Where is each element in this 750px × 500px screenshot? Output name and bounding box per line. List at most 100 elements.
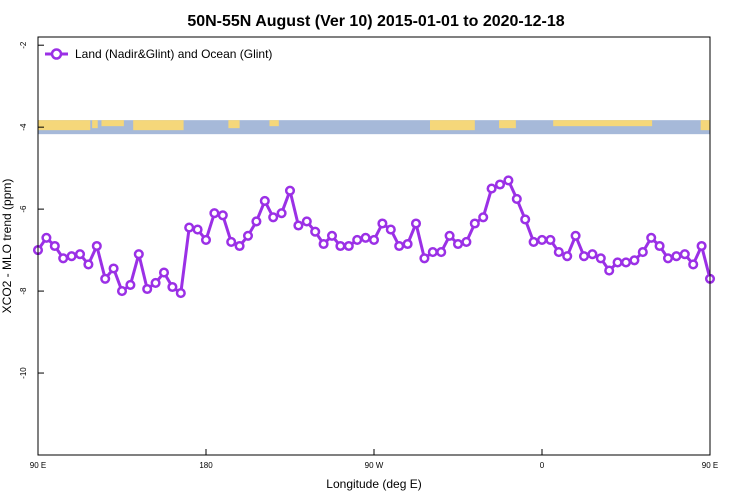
strip-land-1 (92, 120, 98, 129)
data-point-48 (436, 247, 447, 258)
data-point-51 (461, 236, 472, 247)
data-point-9 (108, 263, 119, 274)
plot-frame (37, 36, 711, 456)
data-point-71 (629, 255, 640, 266)
data-point-24 (234, 240, 245, 252)
data-point-30 (284, 185, 296, 196)
data-point-47 (427, 247, 438, 258)
data-point-52 (469, 218, 480, 229)
data-point-64 (570, 230, 581, 241)
data-point-72 (637, 247, 648, 258)
data-point-60 (536, 234, 548, 245)
strip-land-5 (269, 120, 279, 127)
data-point-25 (242, 230, 254, 241)
legend-marker (50, 48, 63, 60)
data-point-32 (301, 216, 312, 227)
data-point-4 (66, 251, 77, 262)
data-point-55 (494, 179, 506, 190)
data-point-20 (200, 234, 212, 245)
data-point-73 (646, 232, 657, 243)
y-tick-label-1: -4 (19, 123, 28, 131)
data-point-68 (604, 265, 615, 276)
data-point-40 (368, 234, 380, 245)
data-point-54 (486, 183, 497, 194)
strip-land-6 (430, 120, 475, 131)
data-point-42 (385, 224, 396, 235)
x-axis-label: Longitude (deg E) (326, 477, 421, 491)
data-point-31 (293, 220, 304, 231)
data-point-10 (116, 286, 128, 297)
legend-series-label: Land (Nadir&Glint) and Ocean (Glint) (75, 47, 272, 61)
data-point-28 (268, 212, 279, 223)
data-point-34 (318, 238, 329, 250)
data-point-13 (142, 283, 153, 295)
data-point-16 (167, 281, 178, 293)
data-point-62 (553, 247, 564, 258)
strip-land-8 (553, 120, 653, 127)
data-point-12 (133, 249, 144, 260)
y-axis-label: XCO2 - MLO trend (ppm) (0, 179, 14, 314)
data-point-65 (578, 251, 590, 262)
data-point-19 (192, 224, 203, 235)
data-point-33 (310, 226, 321, 237)
data-point-41 (377, 218, 388, 229)
y-tick-label-0: -2 (19, 41, 28, 49)
data-point-5 (74, 249, 86, 260)
y-tick-label-2: -6 (19, 205, 28, 213)
data-point-74 (654, 240, 665, 252)
data-point-18 (184, 222, 195, 233)
axis-ticks: 90 E 180 90 W 0 90 E -2 -4 -6 -8 -10 (19, 41, 718, 470)
data-point-78 (688, 259, 699, 270)
data-point-59 (528, 236, 539, 247)
data-point-26 (251, 216, 262, 227)
data-point-56 (503, 175, 514, 186)
data-point-17 (175, 288, 186, 299)
data-point-67 (595, 253, 606, 264)
legend: Land (Nadir&Glint) and Ocean (Glint) (45, 47, 272, 61)
strip-ocean (38, 120, 710, 135)
data-point-27 (259, 195, 270, 206)
data-point-75 (662, 253, 674, 264)
data-point-79 (696, 240, 707, 252)
data-point-77 (679, 249, 690, 260)
strip-land-3 (133, 120, 184, 131)
data-point-61 (545, 234, 556, 245)
data-point-69 (612, 257, 623, 268)
data-point-23 (226, 236, 237, 247)
data-point-70 (620, 257, 632, 268)
x-tick-label-0: 90 E (30, 461, 46, 470)
strip-land-2 (101, 120, 124, 127)
x-tick-label-1: 180 (199, 461, 213, 470)
data-point-14 (150, 277, 161, 288)
data-point-29 (276, 208, 287, 219)
strip-land-0 (38, 120, 91, 131)
y-tick-label-3: -8 (19, 287, 28, 295)
data-point-58 (520, 214, 531, 225)
x-tick-label-3: 0 (540, 461, 545, 470)
data-point-63 (562, 251, 573, 262)
data-point-49 (444, 230, 455, 241)
data-point-3 (58, 253, 69, 264)
strip-land-9 (700, 120, 710, 131)
land-ocean-strip (38, 120, 710, 135)
data-point-11 (125, 279, 136, 290)
strip-land-4 (228, 120, 240, 129)
chart-title: 50N-55N August (Ver 10) 2015-01-01 to 20… (187, 13, 564, 30)
data-point-15 (158, 267, 170, 278)
strip-land-7 (499, 120, 516, 129)
data-point-36 (335, 240, 346, 252)
data-point-35 (326, 230, 338, 241)
data-point-6 (83, 259, 94, 270)
data-point-76 (671, 251, 682, 262)
data-point-8 (100, 273, 111, 284)
x-tick-label-2: 90 W (365, 461, 384, 470)
data-point-45 (410, 218, 422, 229)
data-point-43 (394, 240, 405, 252)
y-tick-label-4: -10 (19, 367, 28, 379)
data-point-53 (478, 212, 489, 223)
data-point-66 (587, 249, 598, 260)
data-point-39 (360, 232, 371, 243)
data-point-7 (91, 240, 102, 252)
